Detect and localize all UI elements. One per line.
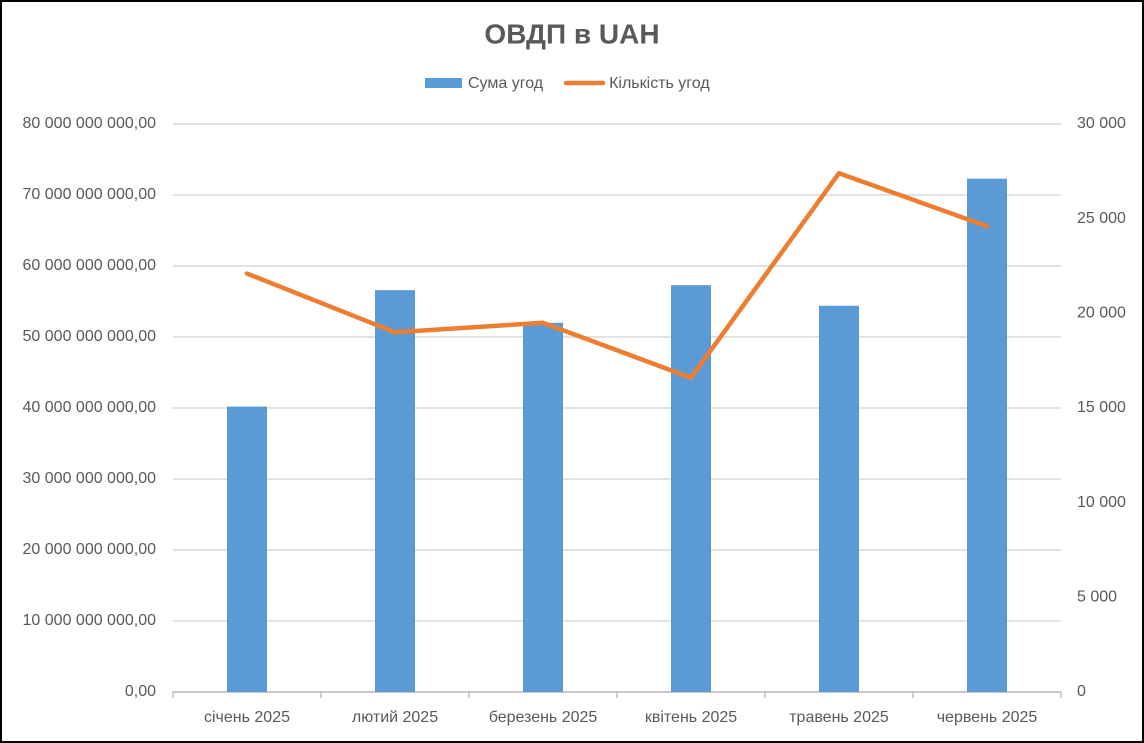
x-tick-label: березень 2025 (489, 709, 598, 726)
y2-tick-label: 0 (1077, 683, 1086, 700)
x-tick-label: лютий 2025 (352, 709, 438, 726)
legend-swatch (425, 78, 462, 88)
bar (523, 322, 563, 692)
chart-title: ОВДП в UAH (484, 18, 659, 49)
y-tick-label: 40 000 000 000,00 (23, 399, 157, 416)
bar (819, 305, 859, 692)
line (244, 170, 990, 380)
y2-tick-label: 5 000 (1077, 589, 1117, 606)
x-tick-label: травень 2025 (789, 709, 889, 726)
x-tick-label: січень 2025 (204, 709, 290, 726)
y2-tick-label: 30 000 (1077, 115, 1126, 132)
bar (671, 285, 711, 692)
y-tick-label: 30 000 000 000,00 (23, 470, 157, 487)
y-tick-label: 60 000 000 000,00 (23, 257, 157, 274)
x-tick-label: червень 2025 (937, 709, 1038, 726)
bar (967, 178, 1007, 693)
y-tick-label: 50 000 000 000,00 (23, 328, 157, 345)
legend-label: Сума угод (468, 75, 544, 92)
y2-tick-label: 15 000 (1077, 399, 1126, 416)
y-tick-label: 20 000 000 000,00 (23, 541, 157, 558)
x-tick-label: квітень 2025 (645, 709, 737, 726)
legend-label: Кількість угод (609, 75, 710, 92)
bar (227, 406, 267, 692)
y-tick-label: 80 000 000 000,00 (23, 115, 157, 132)
y2-tick-label: 10 000 (1077, 494, 1126, 511)
y2-tick-label: 20 000 (1077, 305, 1126, 322)
y2-tick-label: 25 000 (1077, 210, 1126, 227)
bar (375, 290, 415, 692)
y-tick-label: 10 000 000 000,00 (23, 612, 157, 629)
y-tick-label: 70 000 000 000,00 (23, 186, 157, 203)
y-tick-label: 0,00 (125, 683, 156, 700)
